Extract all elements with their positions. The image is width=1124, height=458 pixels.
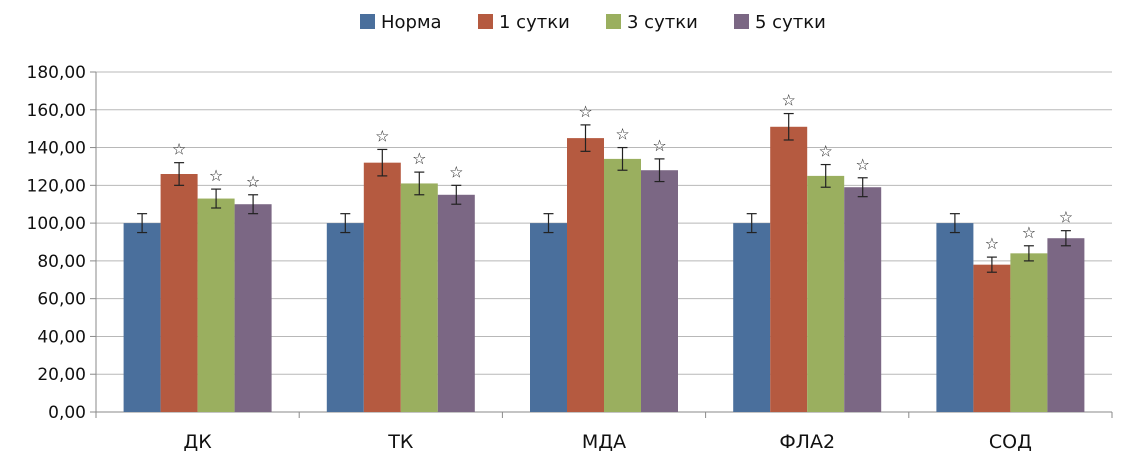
significance-star: ☆ <box>1059 208 1073 227</box>
x-category-label: СОД <box>989 431 1032 453</box>
significance-star: ☆ <box>985 234 999 253</box>
x-category-label: ТК <box>387 431 414 453</box>
y-tick-label: 0,00 <box>48 403 86 423</box>
legend-swatch <box>360 14 375 29</box>
bar <box>123 223 161 412</box>
significance-star: ☆ <box>782 91 796 110</box>
legend-label: 5 сутки <box>755 12 826 33</box>
bar <box>936 223 974 412</box>
x-category-label: МДА <box>582 431 626 453</box>
bar <box>160 174 198 412</box>
significance-star: ☆ <box>412 149 426 168</box>
significance-star: ☆ <box>856 155 870 174</box>
y-tick-label: 140,00 <box>27 139 86 159</box>
bar <box>807 175 845 412</box>
legend: Норма 1 сутки 3 сутки 5 сутки <box>360 12 826 33</box>
bar <box>197 198 235 412</box>
significance-star: ☆ <box>578 102 592 121</box>
legend-label: Норма <box>381 12 442 33</box>
bar <box>400 183 438 412</box>
y-tick-label: 160,00 <box>27 101 86 121</box>
bar <box>641 170 678 412</box>
y-tick-label: 100,00 <box>27 214 86 234</box>
y-tick-label: 80,00 <box>37 252 86 272</box>
bar <box>733 223 771 412</box>
axis-labels: 0,00 20,00 40,00 60,00 80,00 100,00 120,00 140,… <box>27 63 1032 453</box>
legend-swatch <box>478 14 493 29</box>
bar <box>1010 253 1048 412</box>
bar <box>363 162 401 412</box>
legend-label: 1 сутки <box>499 12 570 33</box>
significance-star: ☆ <box>246 172 260 191</box>
y-tick-label: 120,00 <box>27 176 86 196</box>
legend-swatch <box>734 14 749 29</box>
bar <box>844 187 882 412</box>
bar <box>567 138 604 412</box>
bar <box>604 158 641 412</box>
y-tick-label: 60,00 <box>37 290 86 310</box>
bar <box>530 223 567 412</box>
significance-star: ☆ <box>615 125 629 144</box>
legend-swatch <box>606 14 621 29</box>
bar <box>1047 238 1085 412</box>
significance-star: ☆ <box>172 140 186 159</box>
x-category-label: ДК <box>183 431 212 453</box>
bars: ☆ ☆ ☆ ☆ ☆ ☆ ☆ ☆ ☆ ☆ ☆ ☆ ☆ ☆ ☆ <box>123 91 1085 413</box>
significance-star: ☆ <box>819 142 833 161</box>
y-tick-label: 180,00 <box>27 63 86 83</box>
significance-star: ☆ <box>209 166 223 185</box>
bar <box>973 264 1011 412</box>
significance-star: ☆ <box>375 126 389 145</box>
significance-star: ☆ <box>1022 223 1036 242</box>
y-tick-label: 20,00 <box>37 365 86 385</box>
legend-label: 3 сутки <box>627 12 698 33</box>
x-category-label: ФЛА2 <box>779 431 835 453</box>
bar <box>234 204 272 412</box>
significance-star: ☆ <box>449 162 463 181</box>
significance-star: ☆ <box>652 136 666 155</box>
y-tick-label: 40,00 <box>37 327 86 347</box>
bar <box>770 126 808 413</box>
bar <box>437 194 475 412</box>
bar <box>326 223 364 412</box>
